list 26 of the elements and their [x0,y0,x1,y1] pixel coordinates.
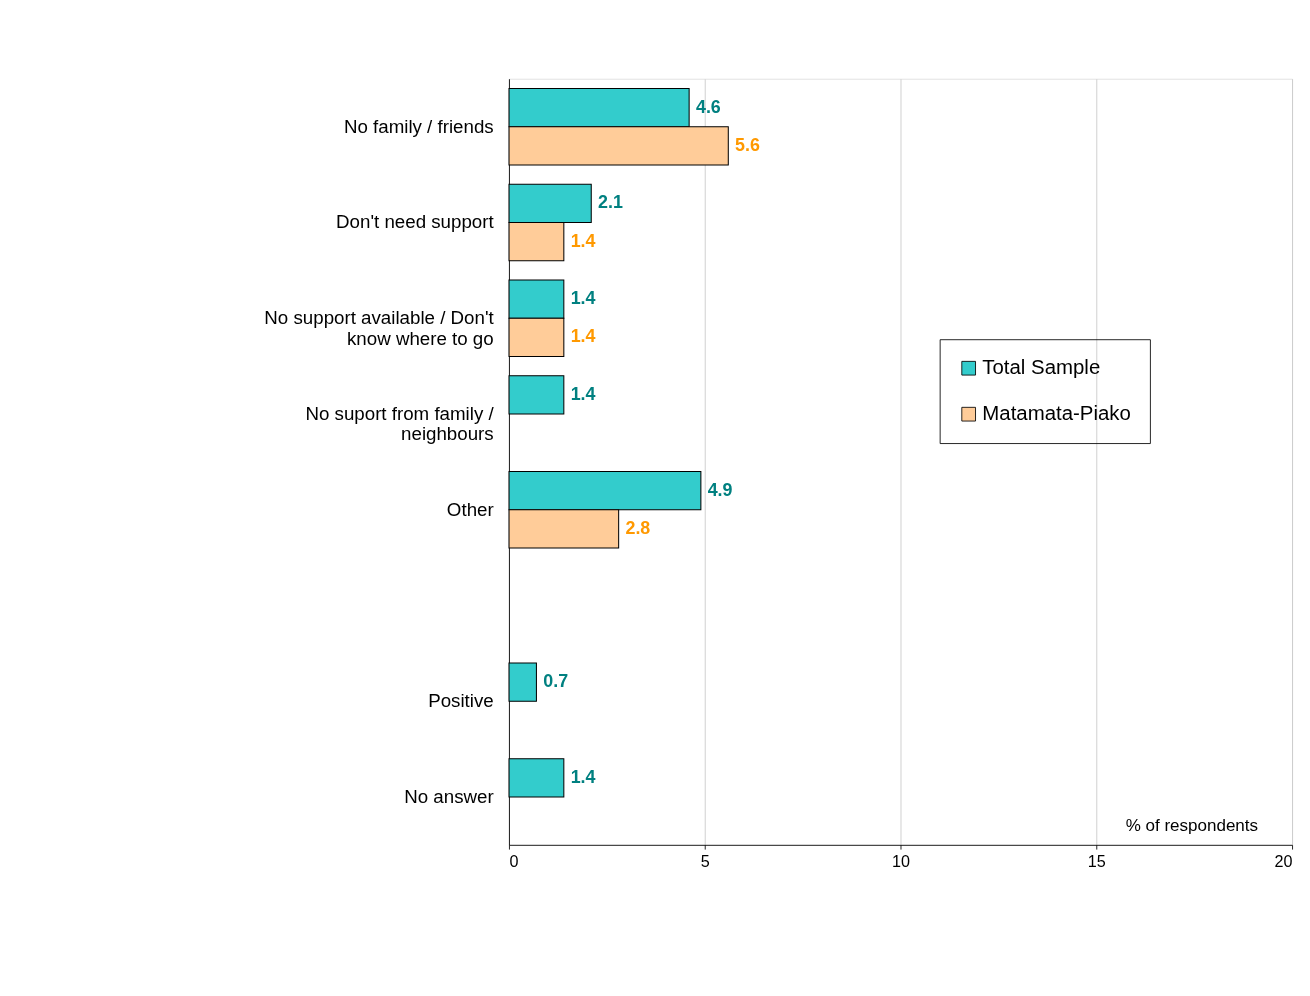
data-label: 4.9 [707,479,733,500]
data-label: 2.8 [625,518,651,538]
x-tick-label: 15 [1087,852,1106,871]
y-tick-label: Other [446,498,494,520]
legend-label: Total Sample [982,356,1101,379]
data-label: 4.6 [695,96,721,117]
x-tick-label: 5 [700,852,710,871]
x-tick-label: 0 [509,852,519,871]
data-label: 5.6 [735,134,760,155]
data-label: 1.4 [570,383,596,404]
data-label: 1.4 [570,766,596,787]
y-tick-label: No suport from family / neighbours [305,402,495,445]
y-tick-label: No answer [404,785,494,807]
y-tick-label: Positive [428,690,494,712]
y-tick-label: No family / friends [343,115,494,137]
data-label: 0.7 [543,671,569,692]
x-axis-title: % of respondents [1125,816,1259,836]
data-label: 1.4 [570,326,596,347]
x-tick-label: 10 [892,852,910,871]
x-tick-label: 20 [1274,852,1293,871]
data-label: 1.4 [570,230,596,251]
data-label: 2.1 [598,192,623,213]
y-tick-label: No support available / Don't know where to go [264,307,495,349]
y-tick-label: Don't need support [336,211,495,233]
legend-label: Matamata-Piako [982,402,1131,425]
data-label: 1.4 [570,288,596,309]
